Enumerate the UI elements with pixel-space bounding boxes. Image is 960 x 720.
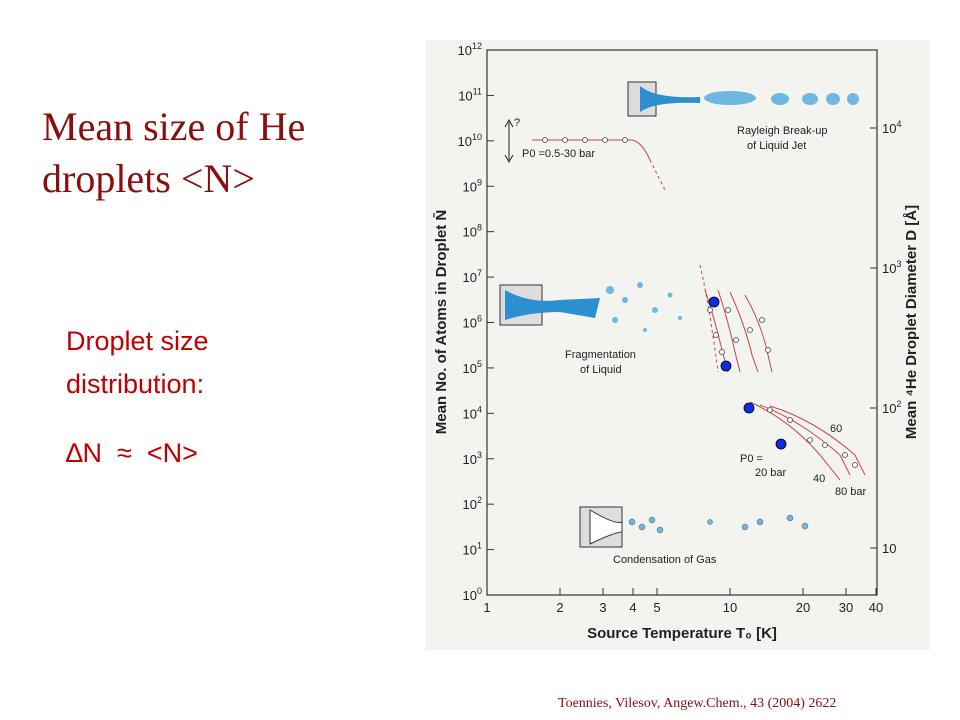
tick-base: 10 (463, 270, 477, 285)
jet (505, 290, 600, 320)
tick-label: 1012 (458, 41, 482, 58)
tick-exponent: 6 (477, 314, 482, 324)
tick-label: 107 (463, 268, 482, 285)
tick-base: 10 (882, 121, 896, 136)
tick-label: 4 (629, 600, 636, 615)
arrow (504, 118, 514, 164)
y2-axis-label: Mean ⁴He Droplet Diameter D [Å] (903, 205, 920, 439)
tick-label: 10 (882, 541, 896, 556)
annotation: ? (514, 117, 520, 129)
tick-exponent: 11 (473, 86, 482, 96)
tick-label: 102 (463, 495, 482, 512)
tick-label: 3 (599, 600, 606, 615)
tick-label: 10 (723, 600, 737, 615)
tick-label: 5 (653, 600, 660, 615)
tick-exponent: 9 (477, 177, 482, 187)
annotation: 40 (813, 473, 825, 485)
annotation: Condensation of Gas (613, 554, 717, 566)
nozzle-bore (589, 509, 623, 545)
annotation: 80 bar (835, 486, 867, 498)
tick-base: 10 (882, 401, 896, 416)
tick-exponent: 4 (896, 119, 901, 129)
y-axis-label: Mean No. of Atoms in Droplet N̄ (432, 210, 450, 434)
tick-label: 103 (882, 259, 901, 276)
x-axis-label: Source Temperature T₀ [K] (587, 625, 777, 642)
tick-exponent: 2 (477, 495, 482, 505)
body-text: distribution: (66, 369, 204, 399)
tick-label: 108 (463, 223, 482, 240)
tick-base: 10 (463, 543, 477, 558)
tick-label: 106 (463, 314, 482, 331)
tick-label: 104 (463, 404, 482, 421)
tick-label: 104 (882, 119, 901, 136)
annotation: 20 bar (755, 467, 787, 479)
tick-base: 10 (882, 541, 896, 556)
tick-base: 10 (458, 88, 472, 103)
tick-base: 10 (882, 261, 896, 276)
tick-exponent: 10 (472, 132, 482, 142)
droplets (606, 282, 682, 332)
formula: ∆N ≈ <N> (66, 438, 198, 468)
tick-exponent: 5 (477, 359, 482, 369)
tick-exponent: 3 (896, 259, 901, 269)
title: droplets <N> (42, 156, 255, 201)
tick-label: 100 (463, 586, 482, 603)
annotation: of Liquid Jet (747, 140, 806, 152)
tick-base: 10 (463, 588, 477, 603)
body-text: Droplet size (66, 326, 209, 356)
tick-base: 10 (463, 225, 477, 240)
tick-exponent: 3 (477, 450, 482, 460)
tick-label: 109 (463, 177, 482, 194)
tick-label: 101 (463, 541, 482, 558)
tick-label: 40 (869, 600, 883, 615)
tick-base: 10 (463, 452, 477, 467)
tick-base: 10 (458, 134, 472, 149)
tick-label: 20 (796, 600, 810, 615)
clusters (628, 514, 809, 534)
tick-base: 10 (463, 361, 477, 376)
annotation: Fragmentation (565, 349, 636, 361)
tick-exponent: 12 (472, 41, 482, 51)
tick-base: 10 (463, 497, 477, 512)
tick-label: 102 (882, 399, 901, 416)
tick-exponent: 1 (477, 541, 482, 551)
annotation: P0 =0.5-30 bar (522, 148, 595, 160)
tick-label: 105 (463, 359, 482, 376)
title: Mean size of He (42, 104, 305, 149)
tick-exponent: 0 (477, 586, 482, 596)
figure: Mean No. of Atoms in Droplet N̄ Mean ⁴He… (425, 40, 930, 650)
tick-base: 10 (463, 406, 477, 421)
annotation: 60 (830, 423, 842, 435)
annotation: Rayleigh Break-up (737, 125, 828, 137)
tick-label: 1011 (458, 86, 482, 103)
tick-base: 10 (463, 316, 477, 331)
tick-base: 10 (463, 179, 477, 194)
tick-base: 10 (458, 43, 472, 58)
highlight-dots (708, 296, 787, 450)
droplets (704, 91, 859, 105)
tick-label: 30 (839, 600, 853, 615)
tick-exponent: 7 (477, 268, 482, 278)
tick-label: 2 (556, 600, 563, 615)
tick-exponent: 4 (477, 404, 482, 414)
tick-label: 1010 (458, 132, 482, 149)
points (542, 137, 858, 468)
tick-exponent: 2 (896, 399, 901, 409)
tick-label: 1 (483, 600, 490, 615)
tick-exponent: 8 (477, 223, 482, 233)
annotation: P0 = (740, 453, 763, 465)
jet (640, 86, 700, 112)
tick-label: 103 (463, 450, 482, 467)
annotation: of Liquid (580, 364, 622, 376)
citation: Toennies, Vilesov, Angew.Chem., 43 (2004… (558, 696, 836, 711)
